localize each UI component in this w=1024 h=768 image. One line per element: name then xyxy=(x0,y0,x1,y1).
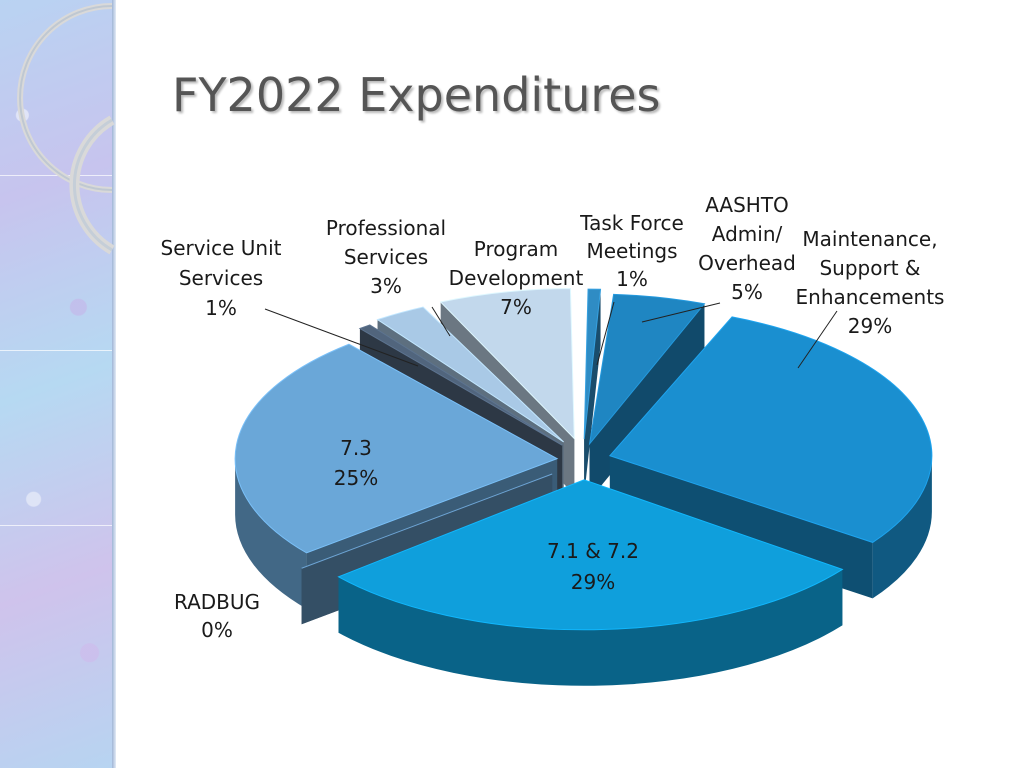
label-line: 0% xyxy=(201,618,233,642)
slice-maintenance-support-enhancements xyxy=(609,316,933,599)
label-line: 1% xyxy=(205,296,237,320)
label-line: Program xyxy=(474,237,558,261)
label-line: Task Force xyxy=(579,211,684,235)
label-line: 1% xyxy=(616,267,648,291)
slice-rim xyxy=(872,455,932,599)
label-line: 25% xyxy=(334,466,378,490)
label-line: 7.1 & 7.2 xyxy=(547,539,639,563)
label-line: 7.3 xyxy=(340,436,372,460)
label-line: 5% xyxy=(731,280,763,304)
leader-line xyxy=(264,308,419,367)
slice-top xyxy=(588,293,706,446)
leader-line xyxy=(596,301,615,366)
page-title: FY2022 Expenditures xyxy=(172,68,661,122)
label-line: Overhead xyxy=(698,251,796,275)
slice-top xyxy=(234,343,559,554)
slice-top xyxy=(337,479,844,631)
label-line: RADBUG xyxy=(174,590,260,614)
label-line: Services xyxy=(179,266,263,290)
label-radbug: RADBUG 0% xyxy=(174,590,260,642)
slice-top xyxy=(609,316,933,543)
label-line: 3% xyxy=(370,274,402,298)
label-line: Enhancements xyxy=(796,285,945,309)
label-7-3: 7.3 25% xyxy=(334,436,378,490)
label-line: Maintenance, xyxy=(802,227,937,251)
label-line: 7% xyxy=(500,295,532,319)
slice-wall xyxy=(584,289,601,496)
label-line: 29% xyxy=(848,314,892,338)
band-divider xyxy=(0,350,112,351)
slice-top xyxy=(376,306,565,443)
label-aashto-admin-overhead: AASHTO Admin/Overhead 5% xyxy=(698,193,796,304)
slice-top xyxy=(358,324,563,446)
label-program-development: Program Development 7% xyxy=(449,237,584,319)
label-line: Service Unit xyxy=(161,236,282,260)
label-maintenance-support-enhancements: Maintenance, Support & Enhancements 29% xyxy=(796,227,945,338)
ring-arc xyxy=(72,118,113,252)
label-line: AASHTO xyxy=(705,193,789,217)
label-line: Professional xyxy=(326,216,446,240)
label-professional-services: Professional Services 3% xyxy=(326,216,446,298)
band-edge xyxy=(112,0,116,768)
slice-top xyxy=(439,288,575,440)
slice-rim xyxy=(235,458,307,609)
leader-line xyxy=(797,310,838,369)
decorative-rings xyxy=(17,3,115,255)
label-service-unit-services: Service Unit Services 1% xyxy=(161,236,282,320)
label-line: Development xyxy=(449,266,584,290)
band-divider xyxy=(0,525,112,526)
label-line: Support & xyxy=(819,256,920,280)
label-7-1-7-2: 7.1 & 7.2 29% xyxy=(547,539,639,594)
leader-line xyxy=(431,306,451,337)
leader-line xyxy=(641,302,721,323)
slice-labels: Task Force Meetings 1% AASHTO Admin/Overhead… xyxy=(161,193,945,642)
label-task-force-meetings: Task Force Meetings 1% xyxy=(579,211,684,291)
label-line: 29% xyxy=(571,570,615,594)
band-divider xyxy=(0,175,112,176)
slice-s7-1-7-2 xyxy=(337,479,844,686)
pie-slices xyxy=(234,288,933,686)
slice-rim xyxy=(338,569,843,686)
slice-task-force-meetings xyxy=(583,288,602,496)
slice-top xyxy=(583,288,602,440)
label-line: Services xyxy=(344,245,428,269)
label-line: Admin/ xyxy=(712,222,783,246)
label-line: Meetings xyxy=(586,239,677,263)
leader-lines xyxy=(264,301,838,369)
